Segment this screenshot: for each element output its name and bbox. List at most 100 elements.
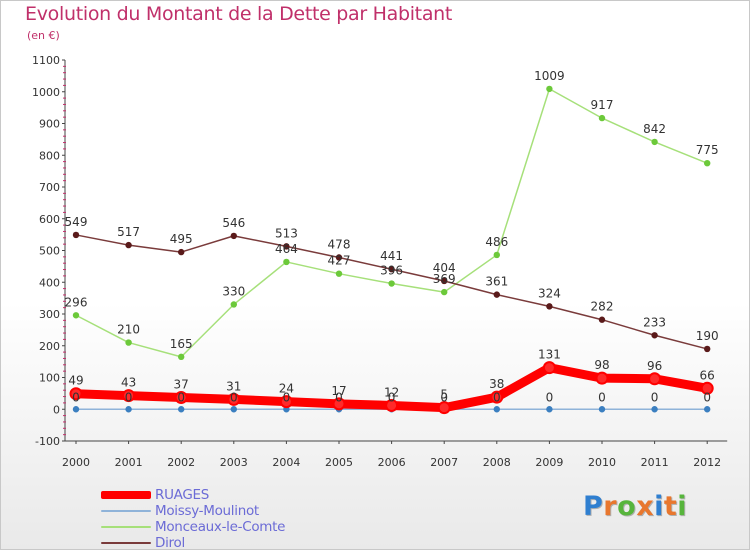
- data-point: [441, 277, 448, 285]
- chart-subtitle: (en €): [27, 29, 60, 42]
- legend-entry: Monceaux-le-Comte: [101, 519, 361, 535]
- legend-label: Moissy-Moulinot: [155, 503, 259, 519]
- data-label: 37: [174, 378, 189, 392]
- data-point: [230, 301, 237, 308]
- data-point: [230, 232, 237, 240]
- y-tick-label: 800: [39, 149, 60, 162]
- legend-swatch: [101, 510, 151, 512]
- data-point: [490, 390, 504, 404]
- data-label: 486: [485, 235, 508, 249]
- data-label: 0: [703, 390, 711, 404]
- data-label: 282: [591, 300, 614, 314]
- y-tick-label: 900: [39, 118, 60, 131]
- chart-title: Evolution du Montant de la Dette par Hab…: [25, 3, 453, 25]
- legend-entry: Dirol: [101, 535, 361, 551]
- data-point: [493, 251, 500, 259]
- data-label: 31: [226, 379, 241, 393]
- y-tick-label: 400: [39, 276, 60, 289]
- data-label: 369: [433, 272, 456, 286]
- data-label: 0: [177, 390, 185, 404]
- data-point: [437, 401, 451, 415]
- x-tick-label: 2009: [535, 456, 563, 469]
- logo-letter: i: [654, 491, 664, 522]
- data-label: 478: [328, 237, 351, 251]
- data-point: [493, 406, 500, 413]
- data-label: 0: [651, 390, 659, 404]
- data-label: 549: [65, 215, 88, 229]
- data-point: [651, 332, 658, 339]
- data-label: 0: [125, 390, 133, 404]
- data-point: [174, 391, 188, 405]
- data-label: 0: [72, 390, 80, 404]
- data-point: [283, 243, 290, 250]
- logo-letter: o: [617, 491, 637, 522]
- x-tick-label: 2002: [167, 456, 195, 469]
- x-tick-label: 2007: [430, 456, 458, 469]
- data-point: [704, 345, 711, 353]
- data-point: [178, 406, 185, 413]
- data-point: [122, 389, 136, 403]
- y-tick-label: 300: [39, 308, 60, 321]
- data-point: [230, 406, 237, 413]
- x-tick-label: 2008: [483, 456, 511, 469]
- data-label: 24: [279, 382, 294, 396]
- data-point: [227, 392, 241, 406]
- data-label: 38: [489, 377, 504, 391]
- data-point: [335, 254, 343, 261]
- legend-swatch: [101, 526, 151, 528]
- y-tick-label: 1100: [32, 54, 60, 67]
- logo-letter: t: [663, 491, 678, 522]
- y-tick-label: 100: [39, 372, 60, 385]
- data-label: 12: [384, 385, 399, 399]
- data-label: 0: [440, 390, 448, 404]
- x-tick-label: 2003: [220, 456, 248, 469]
- data-label: 131: [538, 348, 561, 362]
- data-point: [704, 159, 711, 167]
- data-point: [648, 372, 662, 386]
- legend-swatch: [101, 542, 151, 544]
- data-point: [700, 381, 714, 395]
- data-point: [72, 312, 80, 319]
- data-label: 1009: [534, 69, 565, 83]
- data-label: 842: [643, 122, 666, 136]
- data-label: 324: [538, 286, 561, 300]
- data-label: 464: [275, 242, 298, 256]
- data-label: 0: [546, 390, 554, 404]
- data-label: 0: [388, 390, 396, 404]
- data-point: [72, 231, 80, 239]
- data-point: [546, 406, 553, 413]
- y-tick-label: 600: [39, 213, 60, 226]
- series-line-monceaux-le-comte: [75, 88, 708, 358]
- legend-label: RUAGES: [155, 487, 210, 503]
- data-label: 495: [170, 232, 193, 246]
- x-tick-label: 2010: [588, 456, 616, 469]
- data-label: 0: [335, 390, 343, 404]
- data-label: 210: [117, 323, 140, 337]
- data-point: [69, 387, 83, 401]
- legend-entry: Moissy-Moulinot: [101, 503, 361, 519]
- data-label: 441: [380, 249, 403, 263]
- logo-letter: r: [603, 491, 618, 522]
- y-tick-label: -100: [35, 435, 60, 448]
- data-point: [598, 316, 606, 323]
- logo-letter: P: [583, 491, 604, 522]
- y-tick-label: 200: [39, 340, 60, 353]
- data-label: 427: [328, 254, 351, 268]
- logo-letter: x: [636, 491, 655, 522]
- y-tick-label: 700: [39, 181, 60, 194]
- data-point: [542, 361, 556, 375]
- data-label: 517: [117, 225, 140, 239]
- legend-entry: RUAGES: [101, 487, 361, 503]
- data-point: [125, 241, 132, 249]
- data-label: 330: [222, 284, 245, 298]
- data-point: [651, 138, 658, 146]
- data-point: [546, 85, 553, 93]
- data-label: 49: [68, 374, 83, 388]
- logo-letter: i: [677, 491, 688, 522]
- data-point: [441, 288, 448, 296]
- data-label: 96: [647, 359, 662, 373]
- data-label: 165: [170, 337, 193, 351]
- y-tick-label: 0: [53, 403, 60, 416]
- data-label: 233: [643, 315, 666, 329]
